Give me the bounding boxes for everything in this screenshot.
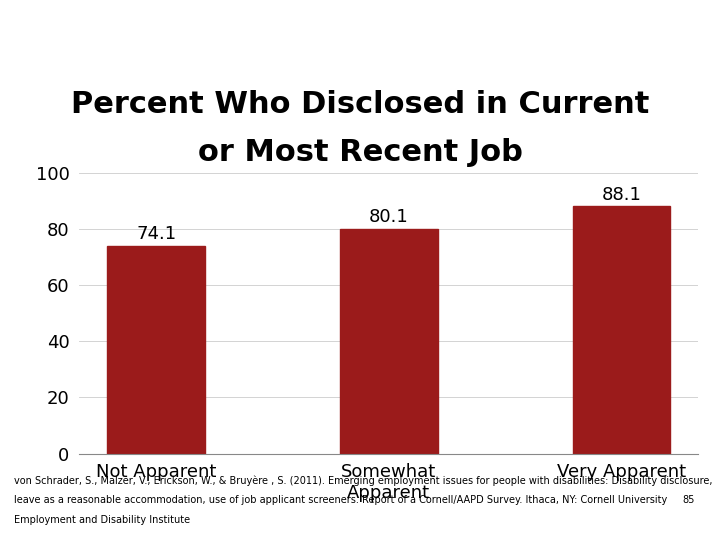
Text: Cornell University: Cornell University — [119, 15, 244, 28]
Text: Employment and Disability Institute: Employment and Disability Institute — [119, 60, 307, 70]
Text: Percent Who Disclosed in Current: Percent Who Disclosed in Current — [71, 90, 649, 119]
Text: 80.1: 80.1 — [369, 208, 409, 226]
Text: von Schrader, S., Malzer, V., Erickson, W., & Bruyère , S. (2011). Emerging empl: von Schrader, S., Malzer, V., Erickson, … — [14, 475, 713, 486]
Bar — [572, 206, 670, 454]
Text: 74.1: 74.1 — [136, 225, 176, 244]
Text: leave as a reasonable accommodation, use of job applicant screeners. Report of a: leave as a reasonable accommodation, use… — [14, 495, 667, 505]
Text: 85: 85 — [683, 495, 696, 505]
Bar — [107, 246, 205, 454]
Text: ILR School: ILR School — [119, 37, 192, 50]
Text: 88.1: 88.1 — [601, 186, 642, 204]
Bar — [340, 228, 438, 454]
Text: or Most Recent Job: or Most Recent Job — [197, 138, 523, 166]
Text: Employment and Disability Institute: Employment and Disability Institute — [14, 515, 191, 525]
